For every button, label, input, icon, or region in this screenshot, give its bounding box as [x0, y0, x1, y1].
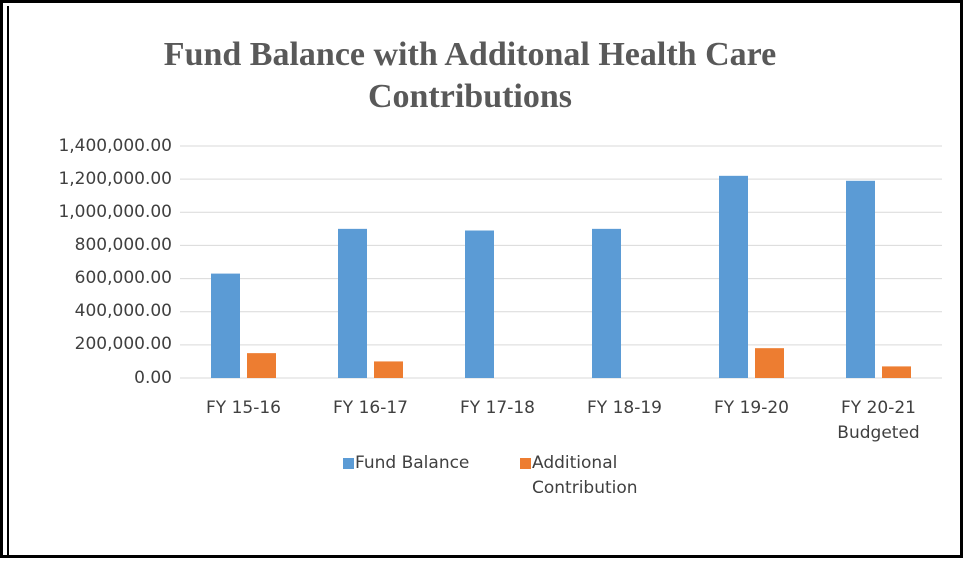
y-tick-label: 0.00 — [134, 367, 172, 388]
y-tick-label: 1,400,000.00 — [58, 135, 172, 156]
y-tick-label: 200,000.00 — [74, 334, 172, 355]
legend-label: Fund Balance — [355, 453, 470, 473]
bar — [592, 228, 621, 378]
x-tick-label: FY 15-16 — [206, 398, 281, 418]
y-tick-label: 800,000.00 — [74, 234, 172, 255]
bar — [374, 361, 403, 378]
y-tick-label: 1,000,000.00 — [58, 201, 172, 222]
legend-swatch — [520, 458, 531, 469]
bar — [755, 348, 784, 378]
y-tick-label: 1,200,000.00 — [58, 168, 172, 189]
bar — [882, 366, 911, 378]
bar — [211, 273, 240, 378]
x-tick-label: FY 20-21 Budgeted — [837, 398, 920, 443]
bar — [719, 175, 748, 378]
bar — [465, 230, 494, 378]
bar — [338, 228, 367, 378]
y-tick-label: 400,000.00 — [74, 301, 172, 322]
x-tick-label: FY 17-18 — [460, 398, 535, 418]
bar — [247, 353, 276, 378]
x-tick-label: FY 18-19 — [587, 398, 662, 418]
x-tick-label: FY 16-17 — [333, 398, 408, 418]
chart-title: Fund Balance with Additonal Health Care … — [163, 36, 777, 115]
bar — [846, 180, 875, 378]
legend-swatch — [343, 458, 354, 469]
x-tick-label: FY 19-20 — [714, 398, 789, 418]
legend-label: Additional Contribution — [532, 453, 638, 498]
y-tick-label: 600,000.00 — [74, 268, 172, 289]
